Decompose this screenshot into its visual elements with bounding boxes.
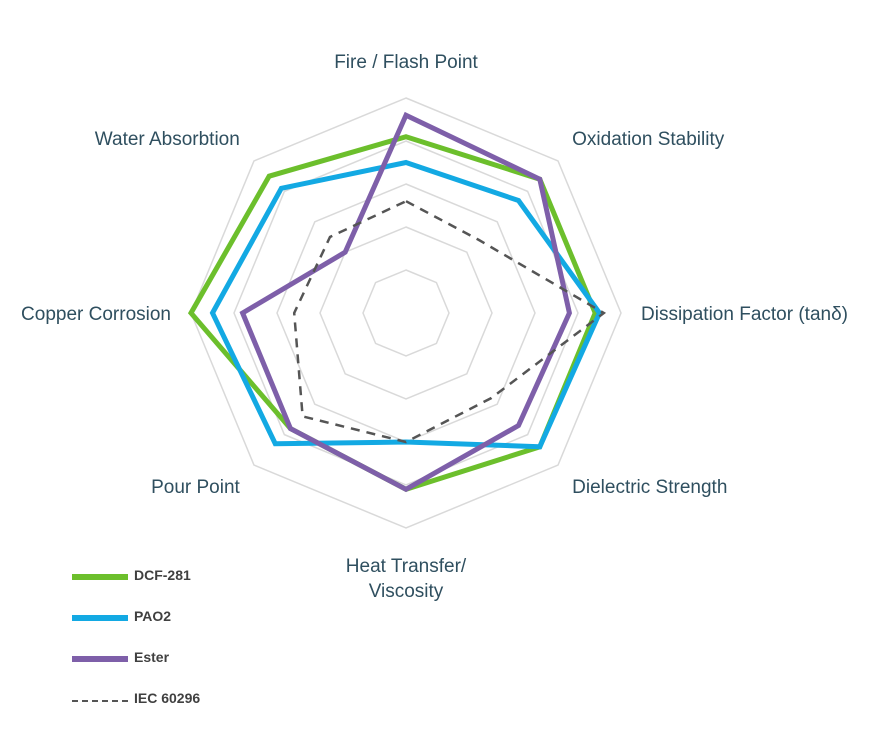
legend-swatch	[72, 574, 128, 580]
legend-swatch	[72, 700, 128, 702]
legend-label: Ester	[134, 649, 170, 665]
axis-label-7: Water Absorbtion	[95, 129, 240, 150]
axis-label-4: Heat Transfer/Viscosity	[346, 556, 467, 602]
grid-ring-3	[276, 183, 536, 443]
grid-ring-5	[190, 97, 622, 529]
legend-swatch	[72, 656, 128, 662]
legend-swatch	[72, 615, 128, 621]
axis-label-0: Fire / Flash Point	[334, 52, 478, 73]
axis-labels: Fire / Flash Point Oxidation Stability Dis…	[21, 52, 848, 602]
axis-label-5: Pour Point	[151, 477, 240, 498]
radar-series	[187, 111, 607, 493]
series-ester-line	[239, 111, 573, 493]
grid-ring-2	[319, 226, 493, 400]
legend-label: DCF-281	[134, 567, 191, 583]
grid-ring-1	[362, 269, 450, 357]
grid-ring-4	[233, 140, 579, 486]
axis-label-1: Oxidation Stability	[572, 129, 725, 150]
series-iec-60296-line	[292, 199, 607, 444]
axis-label-2: Dissipation Factor (tanδ)	[641, 304, 848, 325]
axis-label-6: Copper Corrosion	[21, 304, 171, 325]
legend-label: PAO2	[134, 608, 172, 624]
axis-label-3: Dielectric Strength	[572, 477, 727, 498]
legend-label: IEC 60296	[134, 690, 201, 706]
